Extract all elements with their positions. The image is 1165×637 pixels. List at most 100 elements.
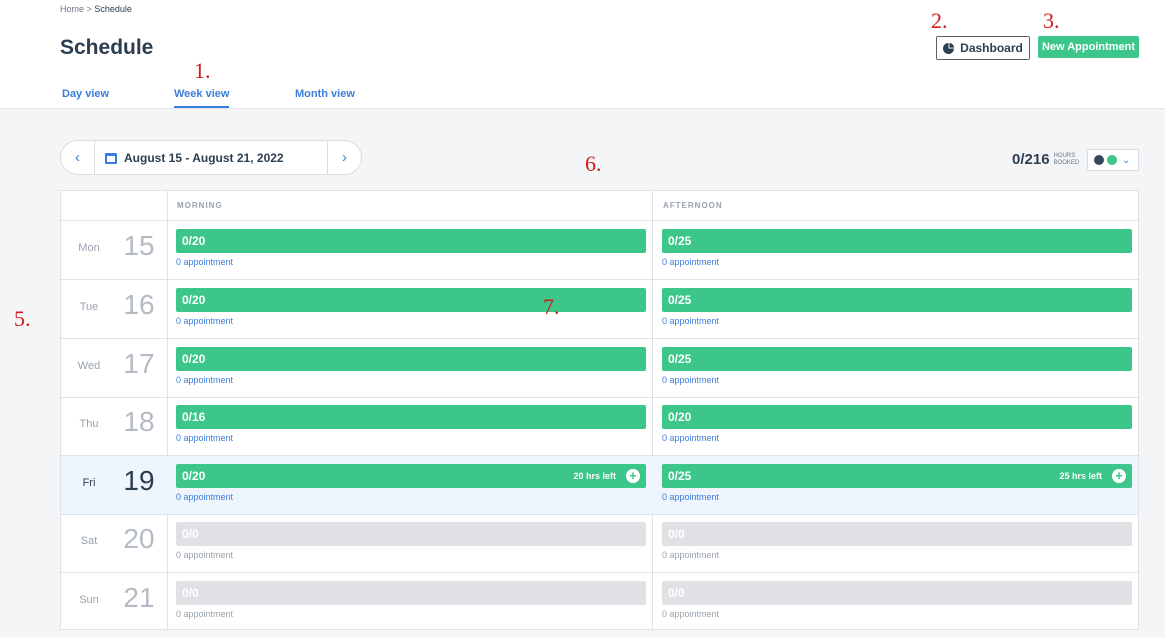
annotation-marker: 3. bbox=[1043, 8, 1060, 33]
appointment-count-link[interactable]: 0 appointment bbox=[662, 316, 720, 326]
afternoon-slot: 0/25 0 appointment bbox=[662, 347, 1132, 385]
day-name: Sun bbox=[79, 594, 99, 606]
annotation-marker: 7. bbox=[543, 294, 560, 319]
day-name: Thu bbox=[79, 418, 99, 430]
tab-day-view[interactable]: Day view bbox=[62, 88, 110, 100]
day-row-thu: Thu 18 0/16 0 appointment 0/20 0 appoint… bbox=[61, 397, 1138, 456]
capacity-bar[interactable]: 0/20 20 hrs left + bbox=[176, 464, 646, 488]
capacity-bar[interactable]: 0/16 bbox=[176, 405, 646, 429]
afternoon-slot: 0/25 0 appointment bbox=[662, 288, 1132, 326]
capacity-bar: 0/0 bbox=[176, 522, 646, 546]
page-title: Schedule bbox=[60, 36, 154, 59]
date-range-navigator: ‹ August 15 - August 21, 2022 › bbox=[60, 140, 362, 175]
day-number: 16 bbox=[123, 289, 155, 320]
appointment-count-link[interactable]: 0 appointment bbox=[176, 257, 234, 267]
morning-slot: 0/20 0 appointment bbox=[176, 347, 646, 385]
afternoon-slot: 0/0 0 appointment bbox=[662, 581, 1132, 619]
day-row-sat: Sat 20 0/0 0 appointment 0/0 0 appointme… bbox=[61, 514, 1138, 573]
appointment-count-link[interactable]: 0 appointment bbox=[176, 433, 234, 443]
appointment-count-link[interactable]: 0 appointment bbox=[662, 433, 720, 443]
day-number: 21 bbox=[123, 582, 155, 613]
tab-month-view[interactable]: Month view bbox=[295, 88, 355, 100]
appointment-count-link[interactable]: 0 appointment bbox=[662, 257, 720, 267]
annotation-marker: 5. bbox=[14, 306, 31, 331]
dashboard-label: Dashboard bbox=[960, 41, 1023, 55]
capacity-bar[interactable]: 0/20 bbox=[662, 405, 1132, 429]
hours-left-label: 20 hrs left bbox=[573, 471, 616, 481]
appointment-count-link[interactable]: 0 appointment bbox=[176, 492, 234, 502]
legend-dot-green bbox=[1107, 155, 1117, 165]
dashboard-button[interactable]: Dashboard bbox=[936, 36, 1030, 60]
capacity-value: 0/20 bbox=[182, 352, 206, 366]
annotation-marker: 6. bbox=[585, 151, 602, 176]
morning-slot: 0/0 0 appointment bbox=[176, 581, 646, 619]
capacity-bar: 0/0 bbox=[662, 522, 1132, 546]
capacity-value: 0/20 bbox=[668, 410, 692, 424]
column-header-morning: MORNING bbox=[177, 201, 223, 210]
capacity-bar[interactable]: 0/25 25 hrs left + bbox=[662, 464, 1132, 488]
hours-booked-value: 0/216 bbox=[1012, 151, 1050, 168]
column-divider bbox=[167, 191, 168, 629]
morning-slot: 0/0 0 appointment bbox=[176, 522, 646, 560]
hours-left-label: 25 hrs left bbox=[1059, 471, 1102, 481]
day-row-tue: Tue 16 0/20 0 appointment 0/25 0 appoint… bbox=[61, 280, 1138, 339]
capacity-bar[interactable]: 0/20 bbox=[176, 288, 646, 312]
hours-booked-label: HOURS BOOKED bbox=[1053, 152, 1080, 166]
capacity-bar[interactable]: 0/20 bbox=[176, 229, 646, 253]
afternoon-slot: 0/25 0 appointment bbox=[662, 229, 1132, 267]
capacity-value: 0/25 bbox=[668, 469, 692, 483]
chevron-right-icon[interactable]: › bbox=[327, 141, 361, 174]
date-range-label: August 15 - August 21, 2022 bbox=[124, 151, 284, 165]
capacity-value: 0/0 bbox=[668, 527, 685, 541]
annotation-marker: 2. bbox=[931, 8, 948, 33]
day-name: Sat bbox=[80, 535, 98, 547]
new-appointment-button[interactable]: New Appointment bbox=[1038, 36, 1139, 58]
capacity-value: 0/20 bbox=[182, 234, 206, 248]
appointment-count-link: 0 appointment bbox=[662, 609, 720, 619]
capacity-value: 0/25 bbox=[668, 234, 692, 248]
capacity-bar[interactable]: 0/20 bbox=[176, 347, 646, 371]
capacity-bar[interactable]: 0/25 bbox=[662, 229, 1132, 253]
afternoon-slot: 0/25 25 hrs left + 0 appointment bbox=[662, 464, 1132, 502]
appointment-count-link[interactable]: 0 appointment bbox=[662, 492, 720, 502]
hours-booked-summary: 0/216 HOURS BOOKED bbox=[1012, 151, 1084, 168]
chevron-down-icon: ⌄ bbox=[1122, 154, 1131, 166]
day-row-fri: Fri 19 0/20 20 hrs left + 0 appointment … bbox=[61, 456, 1138, 515]
add-appointment-icon[interactable]: + bbox=[1112, 469, 1126, 483]
chevron-left-icon[interactable]: ‹ bbox=[61, 141, 95, 174]
capacity-value: 0/20 bbox=[182, 469, 206, 483]
appointment-count-link[interactable]: 0 appointment bbox=[176, 316, 234, 326]
capacity-bar[interactable]: 0/25 bbox=[662, 347, 1132, 371]
capacity-value: 0/25 bbox=[668, 352, 692, 366]
appointment-count-link: 0 appointment bbox=[176, 609, 234, 619]
capacity-value: 0/25 bbox=[668, 293, 692, 307]
day-number: 15 bbox=[123, 230, 155, 261]
breadcrumb-separator: > bbox=[86, 4, 92, 14]
day-row-mon: Mon 15 0/20 0 appointment 0/25 0 appoint… bbox=[61, 221, 1138, 280]
capacity-bar[interactable]: 0/25 bbox=[662, 288, 1132, 312]
morning-slot: 0/20 0 appointment bbox=[176, 288, 646, 326]
day-number: 19 bbox=[123, 465, 155, 496]
capacity-value: 0/0 bbox=[182, 527, 199, 541]
day-row-sun: Sun 21 0/0 0 appointment 0/0 0 appointme… bbox=[61, 573, 1138, 632]
afternoon-slot: 0/0 0 appointment bbox=[662, 522, 1132, 560]
breadcrumb-home[interactable]: Home bbox=[60, 4, 85, 14]
appointment-count-link[interactable]: 0 appointment bbox=[662, 375, 720, 385]
breadcrumb-current: Schedule bbox=[94, 4, 132, 14]
tab-week-view[interactable]: Week view bbox=[174, 88, 230, 108]
afternoon-slot: 0/20 0 appointment bbox=[662, 405, 1132, 443]
grid-header: MORNING AFTERNOON bbox=[61, 191, 1138, 221]
day-name: Tue bbox=[79, 301, 99, 313]
appointment-count-link: 0 appointment bbox=[662, 550, 720, 560]
date-range-picker[interactable]: August 15 - August 21, 2022 bbox=[105, 151, 284, 165]
column-divider bbox=[652, 191, 653, 629]
column-header-afternoon: AFTERNOON bbox=[663, 201, 723, 210]
calendar-icon bbox=[105, 152, 117, 164]
morning-slot: 0/20 20 hrs left + 0 appointment bbox=[176, 464, 646, 502]
capacity-value: 0/0 bbox=[182, 586, 199, 600]
day-number: 20 bbox=[123, 523, 155, 554]
add-appointment-icon[interactable]: + bbox=[626, 469, 640, 483]
week-schedule-grid: MORNING AFTERNOON Mon 15 0/20 0 appointm… bbox=[60, 190, 1139, 630]
legend-dropdown[interactable]: ⌄ bbox=[1087, 149, 1139, 171]
appointment-count-link[interactable]: 0 appointment bbox=[176, 375, 234, 385]
